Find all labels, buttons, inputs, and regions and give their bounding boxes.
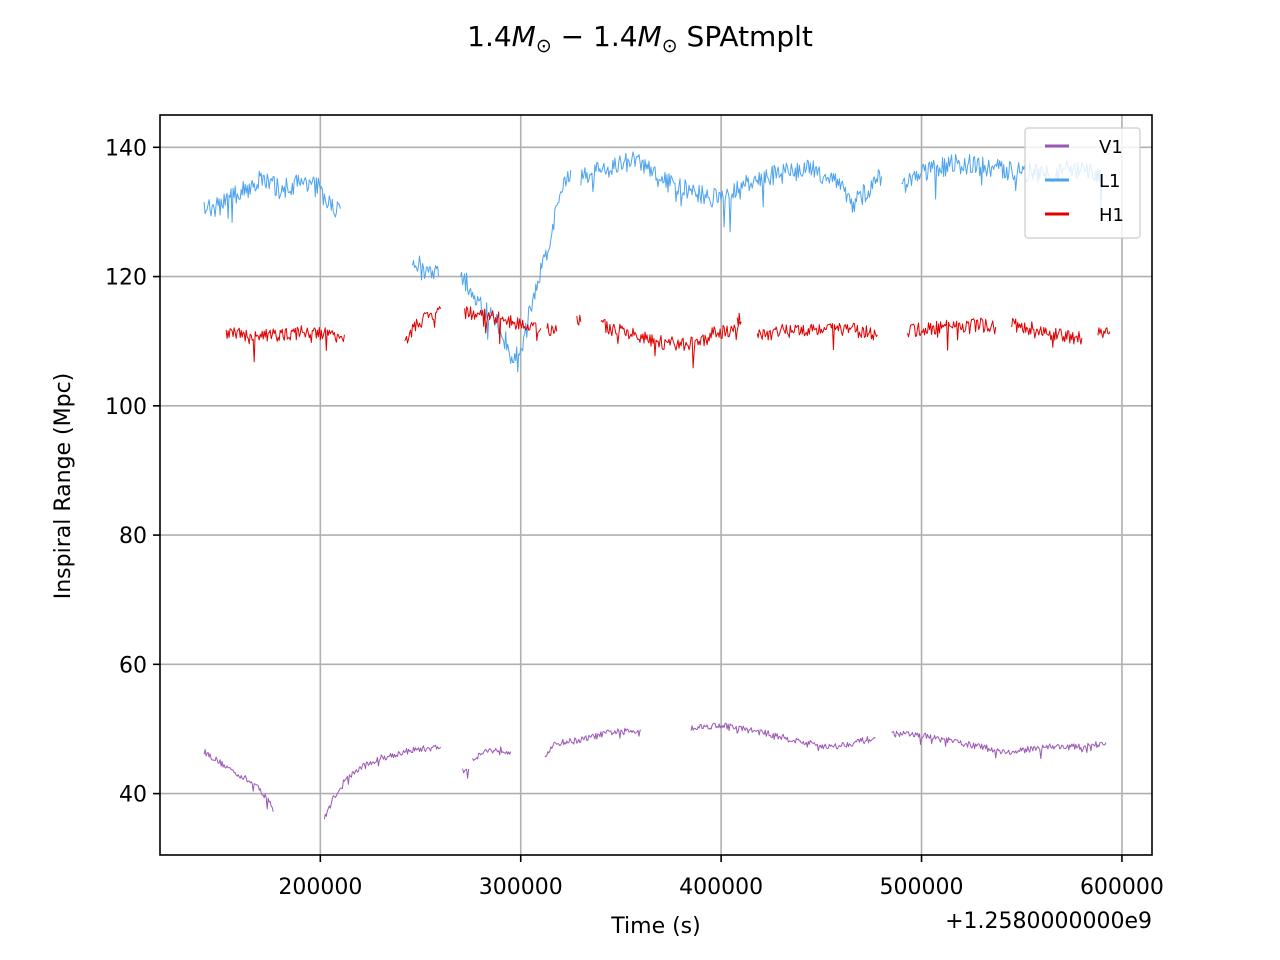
x-tick-label: 400000 <box>679 875 763 900</box>
series-line-h1 <box>600 318 740 369</box>
series-line-h1 <box>1011 317 1083 348</box>
series-line-v1 <box>472 746 512 762</box>
y-tick-label: 80 <box>119 524 147 549</box>
series-line-v1 <box>203 749 274 812</box>
series-line-v1 <box>462 768 470 779</box>
series-line-h1 <box>576 314 582 326</box>
title-sun1: ⊙ <box>536 35 552 57</box>
series-line-l1 <box>460 169 572 373</box>
series-line-h1 <box>907 317 997 351</box>
plot-frame <box>159 114 1153 856</box>
legend-box <box>1024 127 1141 239</box>
title-lead: 1.4 <box>467 20 512 53</box>
title-suffix: SPAtmplt <box>678 20 813 53</box>
title-m2: M <box>638 20 662 53</box>
y-axis-label: Inspiral Range (Mpc) <box>51 373 76 600</box>
legend-label-v1: V1 <box>1099 137 1123 158</box>
x-tick-label: 600000 <box>1080 875 1164 900</box>
series-line-h1 <box>756 322 878 351</box>
series-line-v1 <box>544 727 642 758</box>
x-offset-label: +1.2580000000e9 <box>945 909 1152 934</box>
series-line-h1 <box>464 306 542 345</box>
title-sun2: ⊙ <box>662 35 678 57</box>
x-tick-label: 500000 <box>880 875 964 900</box>
series-line-v1 <box>891 730 1107 760</box>
chart-title: 1.4M⊙ − 1.4M⊙ SPAtmplt <box>467 20 813 57</box>
legend-label-h1: H1 <box>1099 205 1124 226</box>
y-tick-label: 60 <box>119 653 147 678</box>
plot-series <box>203 151 1111 820</box>
legend-label-l1: L1 <box>1099 171 1120 192</box>
x-tick-label: 200000 <box>278 875 362 900</box>
series-line-h1 <box>404 306 442 344</box>
title-m1: M <box>512 20 536 53</box>
y-tick-label: 120 <box>105 266 147 291</box>
series-line-v1 <box>323 744 442 820</box>
y-tick-label: 140 <box>105 136 147 161</box>
series-line-l1 <box>580 151 882 233</box>
series-line-h1 <box>546 323 558 336</box>
title-dash: − 1.4 <box>552 20 638 53</box>
series-line-v1 <box>690 722 876 752</box>
series-line-l1 <box>203 170 341 223</box>
y-tick-label: 40 <box>119 783 147 808</box>
series-line-h1 <box>225 325 345 363</box>
series-line-l1 <box>412 255 440 281</box>
x-tick-label: 300000 <box>479 875 563 900</box>
y-tick-label: 100 <box>105 395 147 420</box>
grid-lines <box>160 115 1152 855</box>
series-line-h1 <box>1097 327 1111 339</box>
series-line-h1 <box>736 312 742 326</box>
x-axis-label: Time (s) <box>610 914 700 939</box>
legend: V1 L1 H1 <box>1024 127 1141 239</box>
